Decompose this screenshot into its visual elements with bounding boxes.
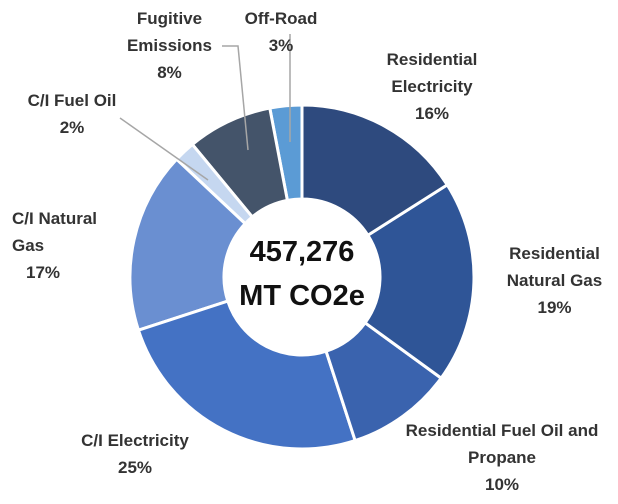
- category-label: Residential Natural Gas: [506, 244, 603, 290]
- segment-label: C/I Natural Gas 17%: [12, 205, 122, 286]
- value-label: 2%: [59, 118, 85, 137]
- leader-line: [222, 45, 249, 151]
- category-label: C/I Fuel Oil: [27, 91, 117, 110]
- donut-segment: [128, 157, 248, 333]
- category-label: Fugitive Emissions: [126, 9, 213, 55]
- segment-label: C/I Fuel Oil 2%: [12, 87, 132, 141]
- segment-label: Off-Road 3%: [236, 5, 326, 59]
- value-label: 3%: [268, 36, 294, 55]
- category-label: C/I Natural Gas: [12, 209, 98, 255]
- segment-label: Fugitive Emissions 8%: [122, 5, 217, 86]
- value-label: 8%: [157, 63, 182, 82]
- donut-segment: [363, 182, 476, 381]
- segment-label: Residential Fuel Oil and Propane 10%: [402, 417, 602, 498]
- value-label: 16%: [414, 104, 450, 123]
- category-label: Off-Road: [244, 9, 318, 28]
- segment-label: Residential Natural Gas 19%: [492, 240, 617, 321]
- donut-segment: [136, 299, 358, 451]
- donut-segment: [190, 106, 290, 220]
- value-label: 25%: [117, 458, 153, 477]
- donut-segment: [300, 103, 450, 238]
- category-label: Residential Electricity: [386, 50, 478, 96]
- segment-label: Residential Electricity 16%: [372, 46, 492, 127]
- donut-segment: [324, 320, 444, 443]
- category-label: C/I Electricity: [81, 431, 189, 450]
- value-label: 19%: [537, 298, 572, 317]
- category-label: Residential Fuel Oil and Propane: [405, 421, 599, 467]
- leader-line: [119, 117, 209, 181]
- segment-label: C/I Electricity 25%: [60, 427, 210, 481]
- center-text: MT CO2e: [239, 280, 365, 312]
- center-text: 457,276: [249, 236, 355, 268]
- value-label: 10%: [484, 475, 520, 494]
- value-label: 17%: [26, 263, 61, 282]
